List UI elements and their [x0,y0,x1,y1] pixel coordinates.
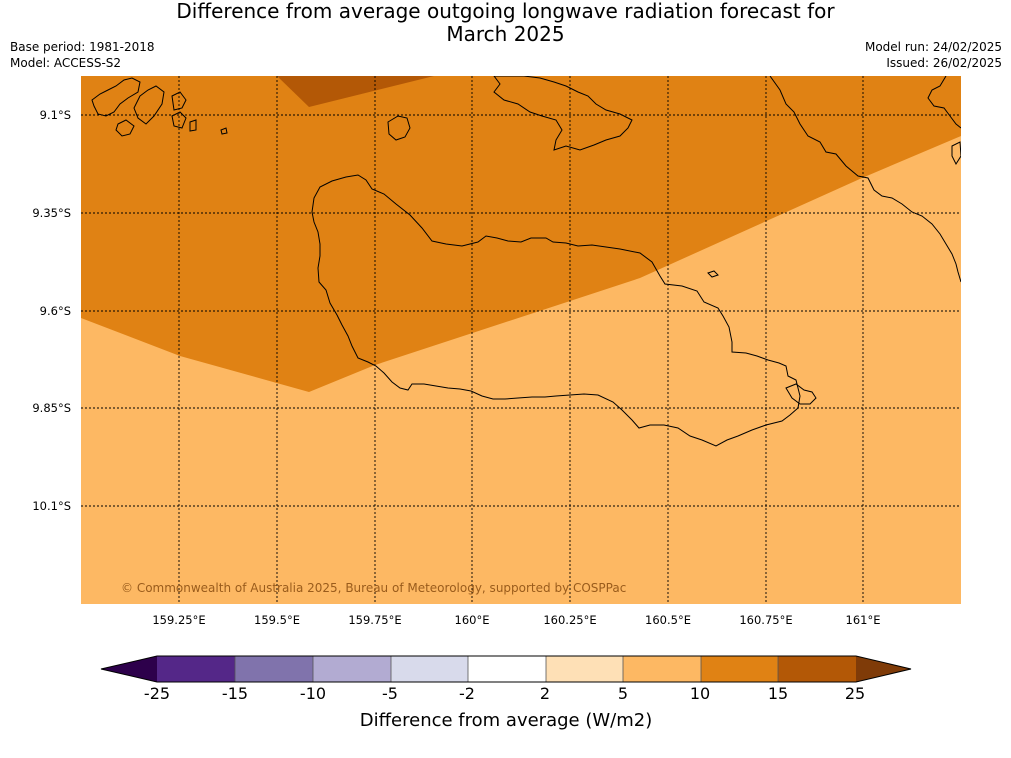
coastline-makira-east-islets [951,141,961,166]
map-field [81,76,961,604]
coastline-makira-north [769,76,961,283]
colorbar-tick-label: -25 [144,684,170,703]
colorbar-segment [313,656,391,682]
colorbar-segment [235,656,313,682]
field-region-15-25 [277,76,434,107]
lon-label: 160°E [455,613,490,627]
colorbar-segment [391,656,468,682]
colorbar-outline [100,655,912,683]
coastline-small-islet-e [707,270,719,278]
coastline-nggela [387,115,411,141]
copyright-notice: © Commonwealth of Australia 2025, Bureau… [121,581,626,595]
coastline-malaita-tip [493,76,633,151]
colorbar-segment [623,656,701,682]
lon-label: 161°E [846,613,881,627]
base-period: Base period: 1981-2018 [10,40,155,54]
lon-label: 160.5°E [645,613,691,627]
model-run: Model run: 24/02/2025 [864,40,1002,54]
colorbar-segment [157,656,235,682]
latitude-labels: 9.1°S 9.35°S 9.6°S 9.85°S 10.1°S [32,108,71,513]
coastline-islet-d [189,119,197,132]
gridlines [81,76,961,604]
colorbar-segment [701,656,778,682]
colorbar-tick-label: -2 [459,684,475,703]
lon-label: 160.75°E [739,613,792,627]
coastline-islet-a [115,119,135,137]
map-title: Difference from average outgoing longwav… [0,0,1011,46]
lat-label: 10.1°S [32,499,71,513]
colorbar-extend-max [856,656,911,682]
colorbar-segment [546,656,623,682]
lat-label: 9.1°S [40,108,71,122]
colorbar-dividers [234,656,779,682]
lat-label: 9.85°S [32,401,71,415]
title-line-2: March 2025 [446,22,565,46]
model-name: Model: ACCESS-S2 [10,55,122,70]
colorbar-tick-label: 10 [690,684,710,703]
coastline-makira-east [927,76,961,129]
issued-date: Issued: 26/02/2025 [886,55,1002,70]
coastline-marau-islets [785,383,817,405]
lat-label: 9.35°S [32,206,71,220]
colorbar-tick-label: -10 [300,684,326,703]
colorbar-segment [468,656,546,682]
metadata-right: Model run: 24/02/2025 Issued: 26/02/2025 [865,40,1002,71]
lat-label: 9.6°S [40,304,71,318]
colorbar-title: Difference from average (W/m2) [360,710,652,731]
colorbar-extend-min [101,656,157,682]
colorbar-segment [778,656,856,682]
coastline-guadalcanal [311,174,801,447]
lon-label: 160.25°E [543,613,596,627]
colorbar-tick-label: 25 [845,684,865,703]
field-region-10-15 [81,76,961,392]
longitude-labels: 159.25°E 159.5°E 159.75°E 160°E 160.25°E… [152,613,880,627]
coastline-russell-islands [91,77,141,117]
lon-label: 159.75°E [348,613,401,627]
colorbar-tick-label: 2 [540,684,550,703]
lon-label: 159.25°E [152,613,205,627]
colorbar: -25 -15 -10 -5 -2 2 5 10 15 25 Differenc… [100,655,912,731]
title-line-1: Difference from average outgoing longwav… [176,0,835,23]
coastline-savo-islet [220,127,228,135]
colorbar-tick-label: 5 [618,684,628,703]
metadata-left: Base period: 1981-2018 Model: ACCESS-S2 [10,40,155,71]
colorbar-tick-label: 15 [768,684,788,703]
coastline-russell-east [133,85,165,125]
colorbar-tick-label: -15 [222,684,248,703]
colorbar-tick-label: -5 [382,684,398,703]
lon-label: 159.5°E [254,613,300,627]
